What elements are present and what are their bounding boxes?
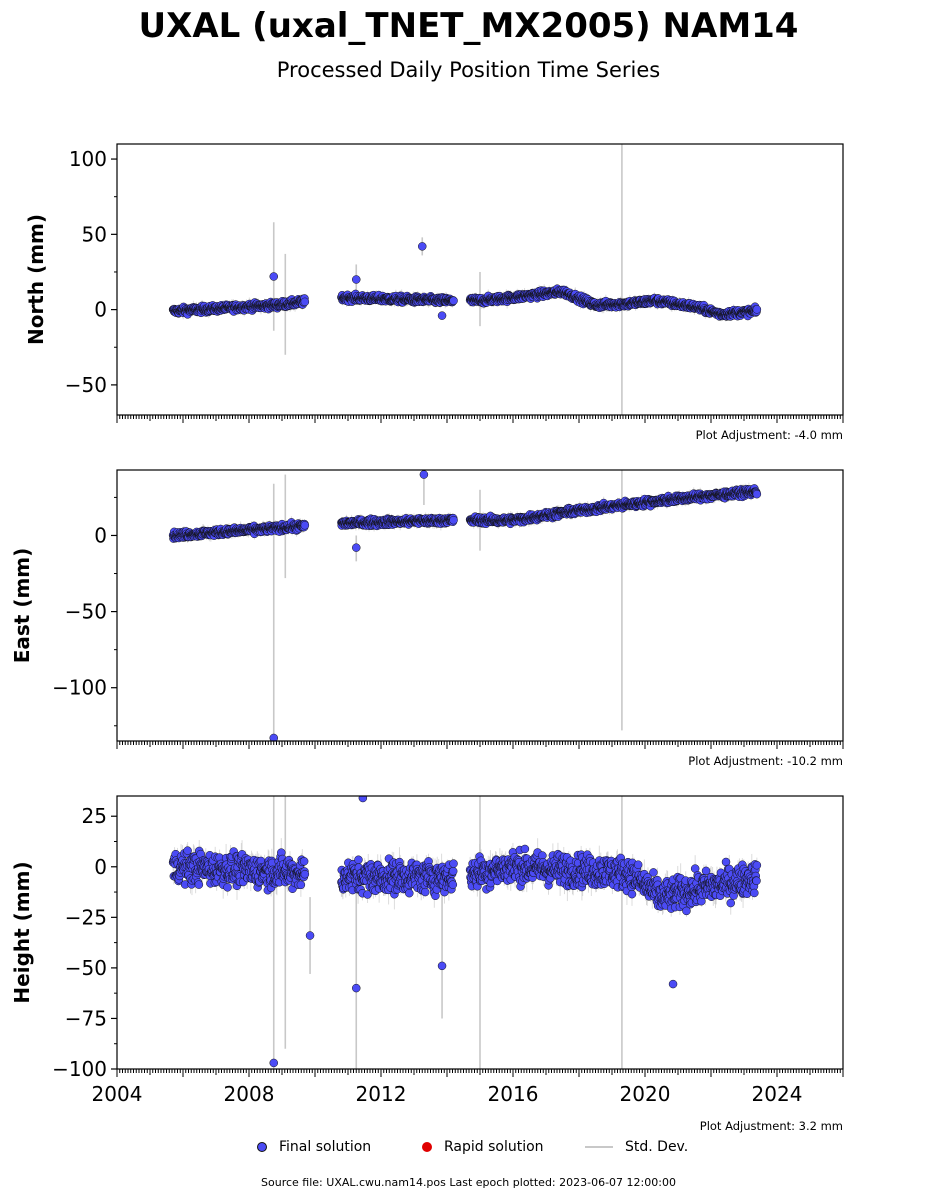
outlier-point [418,242,427,251]
final-solution-point [300,297,310,307]
outlier-point [352,275,361,284]
north-axis-label: North (mm) [24,214,48,345]
east-points [168,470,762,741]
height-error-bars [172,796,758,1069]
y-tick-label: 100 [69,147,107,171]
y-tick-label: −100 [52,676,107,700]
y-tick-label: 50 [82,222,107,246]
outlier-point [269,272,278,281]
chart-title: UXAL (uxal_TNET_MX2005) NAM14 [138,6,799,46]
final-solution-point [449,296,458,305]
outlier-point [352,543,361,552]
north-error-bars [172,144,758,415]
final-solution-point [752,305,762,314]
east-error-bars [172,470,758,738]
final-solution-point [449,515,458,525]
north-points [168,242,762,321]
north-plot-adjustment: Plot Adjustment: -4.0 mm [696,428,843,442]
outlier-point [437,311,447,320]
y-tick-label: 0 [94,523,107,547]
outlier-point [419,470,429,479]
east-panel: −100 −50 0 East (mm) Plot Adjustment: -10.2 … [10,469,844,768]
final-solution-point [752,489,762,499]
east-axis-label: East (mm) [10,548,34,664]
height-plot-area [168,796,762,1069]
east-plot-area [168,470,762,741]
y-tick-label: −50 [65,600,107,624]
north-panel: −50 0 50 100 North (mm) Plot Adjustment: -4.0… [24,143,844,442]
north-plot-area [168,144,762,415]
y-tick-label: −50 [65,373,107,397]
chart-subtitle: Processed Daily Position Time Series [276,58,661,82]
final-solution-point [300,521,310,530]
east-plot-adjustment: Plot Adjustment: -10.2 mm [688,754,843,768]
y-tick-label: 0 [94,298,107,322]
